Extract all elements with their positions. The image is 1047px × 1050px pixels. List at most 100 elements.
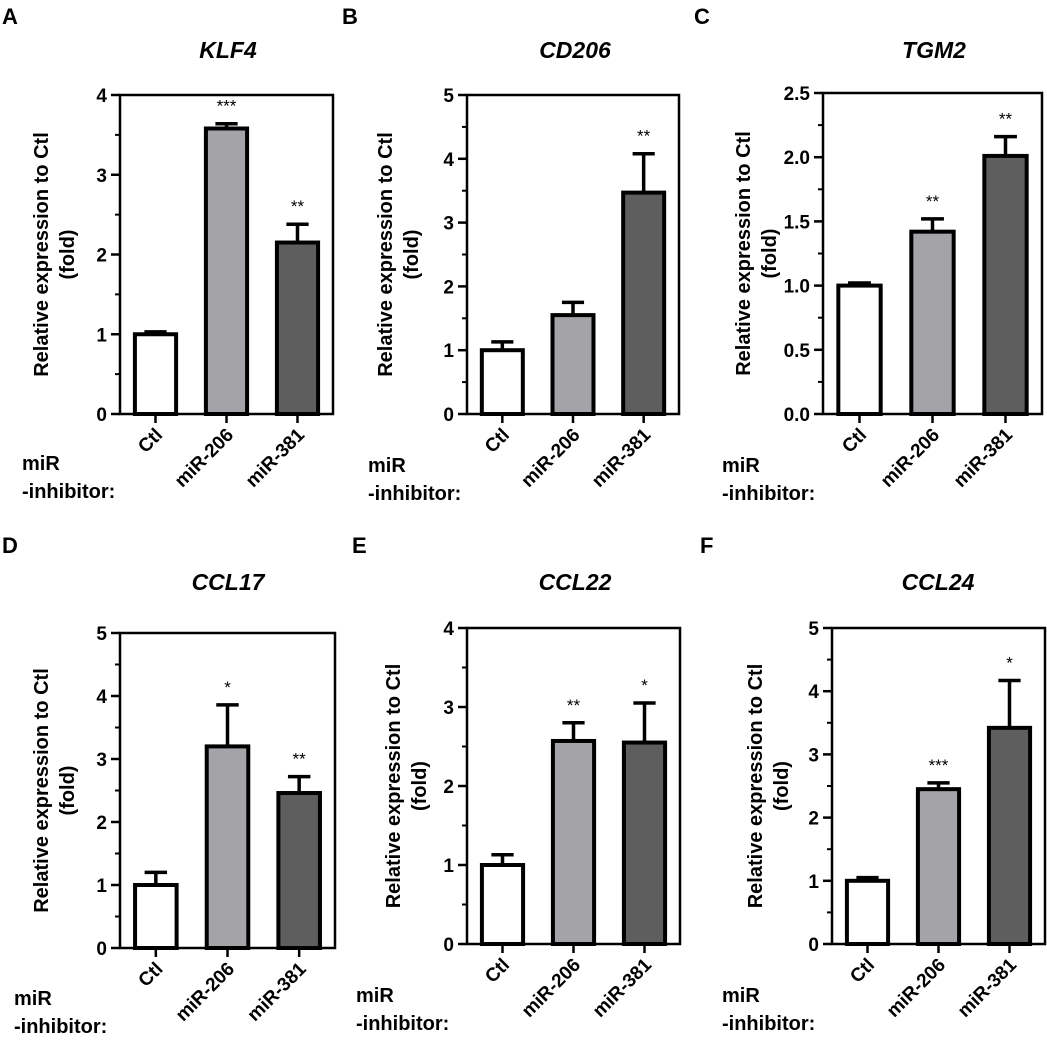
y-tick-label: 1.5: [784, 212, 811, 233]
plot-frame: [118, 631, 337, 950]
y-tick-label: 3: [808, 745, 819, 766]
chart-title: CCL24: [902, 569, 975, 595]
plot-frame: [830, 626, 1047, 946]
panel-b: B CD206 Relative expression to Ctl (fold) 0 1…: [342, 4, 681, 505]
significance-marker: **: [293, 750, 307, 769]
bar-mir-381: [276, 791, 322, 951]
y-axis-label-unit: (fold): [409, 761, 431, 811]
y-tick-label: 5: [96, 624, 107, 645]
bar-mir-206: [550, 313, 596, 416]
y-axis-label: Relative expression to Ctl: [375, 132, 397, 377]
chart-title: KLF4: [199, 37, 257, 63]
plot-frame: [465, 93, 681, 416]
significance-marker: *: [641, 676, 648, 695]
panel-letter: C: [694, 4, 710, 29]
y-axis-label: Relative expression to Ctl: [733, 131, 755, 376]
significance-marker: *: [1006, 653, 1013, 672]
x-tick-label-mir-381: miR-381: [950, 424, 1017, 491]
significance-marker: **: [926, 192, 940, 211]
bar-mir-381: [982, 153, 1029, 417]
y-axis-label: Relative expression to Ctl: [745, 664, 767, 909]
y-tick-label: 1.0: [784, 277, 810, 298]
x-tick-label-mir-206: miR-206: [171, 425, 238, 492]
significance-marker: **: [637, 127, 651, 146]
group-label-line1: miR: [22, 453, 60, 475]
y-tick-label: 5: [443, 86, 454, 107]
group-label-line2: -inhibitor:: [356, 1013, 449, 1035]
y-tick-label: 3: [443, 214, 454, 235]
significance-marker: **: [999, 110, 1013, 129]
plot-frame: [118, 93, 335, 416]
y-tick-label: 0: [808, 935, 819, 956]
y-tick-label: 2: [96, 813, 107, 834]
chart-title: TGM2: [902, 37, 966, 63]
panel-f: F CCL24 Relative expression to Ctl (fold) 0 1…: [700, 533, 1047, 1035]
panel-letter: B: [342, 4, 358, 29]
group-label-line1: miR: [356, 985, 394, 1007]
y-tick-label: 5: [808, 619, 819, 640]
y-axis-label-unit: (fold): [401, 230, 423, 280]
y-tick-label: 0: [96, 405, 107, 426]
y-tick-label: 4: [96, 86, 107, 107]
x-tick-label-mir-206: miR-206: [877, 425, 944, 492]
y-tick-label: 0: [96, 939, 107, 960]
x-tick-label-ctl: Ctl: [846, 955, 879, 988]
bar-ctl: [479, 348, 525, 417]
bar-mir-381: [274, 240, 321, 416]
bar-ctl: [479, 863, 526, 946]
y-axis-label: Relative expression to Ctl: [383, 664, 405, 909]
bar-mir-206: [550, 738, 597, 946]
group-label-line1: miR: [722, 455, 760, 477]
y-axis-label-unit: (fold): [57, 230, 79, 280]
y-axis-label-unit: (fold): [57, 766, 79, 816]
y-tick-label: 0: [443, 935, 454, 956]
chart-title: CCL22: [539, 569, 612, 595]
x-tick-label-ctl: Ctl: [481, 425, 514, 458]
plot-frame: [821, 91, 1044, 416]
x-tick-label-mir-381: miR-381: [588, 424, 655, 491]
y-tick-label: 4: [96, 687, 107, 708]
bar-mir-381: [621, 190, 667, 416]
bar-ctl: [133, 883, 179, 950]
y-tick-label: 2.0: [784, 148, 810, 169]
x-tick-label-mir-206: miR-206: [172, 959, 239, 1026]
y-axis-label: Relative expression to Ctl: [31, 132, 53, 377]
x-tick-label-ctl: Ctl: [838, 425, 871, 458]
bar-mir-381: [621, 740, 668, 946]
x-tick-label-ctl: Ctl: [481, 955, 514, 988]
bar-mir-381: [986, 725, 1033, 947]
y-axis-label-unit: (fold): [771, 761, 793, 811]
y-tick-label: 4: [808, 682, 819, 703]
group-label-line1: miR: [722, 985, 760, 1007]
y-tick-label: 1: [96, 325, 107, 346]
x-tick-label-mir-381: miR-381: [242, 424, 309, 491]
y-tick-label: 1: [443, 341, 454, 362]
bar-ctl: [132, 332, 179, 416]
y-tick-label: 4: [443, 150, 454, 171]
panel-e: E CCL22 Relative expression to Ctl (fold) 0 1…: [352, 533, 682, 1035]
group-label-line1: miR: [14, 988, 52, 1010]
bar-mir-206: [909, 229, 956, 416]
significance-marker: *: [224, 678, 231, 697]
significance-marker: ***: [217, 97, 237, 116]
panel-letter: A: [2, 4, 18, 29]
group-label-line2: -inhibitor:: [722, 483, 815, 505]
y-tick-label: 2: [96, 246, 107, 267]
y-tick-label: 0.0: [784, 405, 810, 426]
y-tick-label: 3: [96, 166, 107, 187]
panel-d: D CCL17 Relative expression to Ctl (fold) 0 1…: [2, 533, 337, 1038]
x-tick-label-mir-381: miR-381: [244, 958, 311, 1025]
panel-letter: E: [352, 533, 367, 558]
x-tick-label-mir-206: miR-206: [517, 425, 584, 492]
y-axis-label-unit: (fold): [759, 229, 781, 279]
bar-mir-206: [203, 126, 250, 416]
y-tick-label: 2.5: [784, 84, 811, 105]
x-tick-label-ctl: Ctl: [135, 959, 168, 992]
group-label-line2: -inhibitor:: [22, 481, 115, 503]
y-tick-label: 4: [443, 619, 454, 640]
x-tick-label-mir-206: miR-206: [883, 955, 950, 1022]
y-tick-label: 0.5: [784, 341, 811, 362]
chart-title: CCL17: [192, 569, 266, 595]
significance-marker: **: [567, 696, 581, 715]
